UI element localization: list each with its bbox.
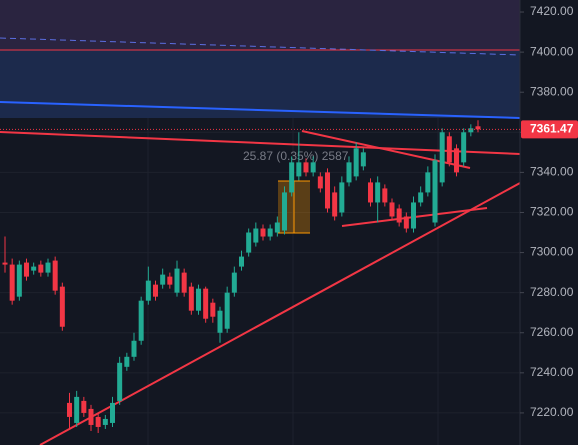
candle-body — [67, 402, 72, 417]
y-tick-label: 7240.00 — [530, 365, 574, 379]
candle-body — [167, 276, 173, 285]
candle-body — [210, 302, 216, 317]
candle-body — [102, 418, 108, 425]
candle-body — [95, 416, 101, 427]
red-trend — [0, 131, 521, 155]
y-tick-label: 7260.00 — [530, 325, 574, 339]
candle-body — [303, 162, 309, 173]
candle-body — [325, 172, 330, 209]
candle-body — [24, 262, 29, 277]
last-price-box — [521, 120, 578, 139]
candle-body — [31, 266, 37, 271]
candle-body — [81, 400, 87, 413]
candle-body — [317, 176, 323, 189]
candle-body — [16, 264, 22, 297]
candle-body — [231, 272, 237, 293]
candle-body — [332, 192, 338, 217]
zone-upper — [0, 0, 520, 50]
measure-label: 25.87 (0.35%) 2587 — [243, 149, 349, 163]
candle-body — [117, 362, 123, 401]
candle-body — [346, 162, 352, 183]
candle-body — [88, 408, 94, 425]
candle-body — [145, 280, 151, 301]
y-tick-label: 7380.00 — [530, 84, 574, 98]
candle-body — [45, 262, 51, 273]
blue-trend — [0, 101, 521, 119]
candle-body — [153, 284, 158, 297]
candle-body — [38, 264, 44, 273]
candle-body — [174, 268, 180, 293]
candle-body — [217, 310, 223, 333]
candle-body — [9, 264, 15, 301]
candle-body — [260, 228, 266, 237]
candle-body — [267, 228, 273, 237]
last-price-label: 7361.47 — [530, 122, 574, 136]
candle-body — [188, 286, 194, 311]
candle-body — [239, 256, 244, 267]
candle-body — [475, 126, 481, 130]
candle-body — [289, 162, 295, 193]
candle-body — [439, 132, 445, 183]
candle-body — [446, 136, 452, 163]
candle-body — [382, 188, 388, 203]
candle-body — [52, 260, 58, 291]
candle-body — [389, 202, 395, 217]
candle-body — [310, 162, 316, 173]
candle-body — [411, 202, 416, 229]
candle-body — [253, 228, 259, 243]
candle-body — [59, 286, 65, 327]
candle-body — [224, 292, 230, 329]
candle-body — [124, 356, 130, 367]
candle-body — [454, 148, 459, 173]
candle-body — [360, 152, 366, 167]
candle-body — [110, 402, 115, 423]
candle-body — [282, 192, 287, 231]
candle-body — [418, 192, 424, 203]
candle-body — [425, 172, 431, 193]
candle-body — [368, 182, 373, 203]
candle-body — [375, 182, 381, 203]
candle-body — [246, 232, 252, 253]
candle-body — [403, 216, 409, 229]
y-tick-label: 7400.00 — [530, 44, 574, 58]
y-tick-label: 7220.00 — [530, 405, 574, 419]
y-tick-label: 7340.00 — [530, 165, 574, 179]
candle-body — [2, 262, 8, 265]
dashed-trend — [0, 37, 521, 56]
candle-body — [468, 128, 474, 133]
y-tick-label: 7300.00 — [530, 245, 574, 259]
zone-lower — [0, 50, 520, 118]
candle-body — [181, 272, 187, 293]
candle-body — [432, 160, 438, 223]
y-tick-label: 7320.00 — [530, 205, 574, 219]
candle-body — [203, 288, 209, 319]
y-tick-label: 7280.00 — [530, 285, 574, 299]
candle-body — [339, 182, 345, 213]
candle-body — [296, 162, 302, 177]
candle-body — [274, 222, 280, 233]
candle-body — [396, 208, 402, 223]
candle-body — [353, 148, 359, 177]
candle-body — [196, 288, 201, 311]
candle-body — [160, 274, 166, 285]
candle-body — [461, 132, 467, 163]
y-tick-label: 7420.00 — [530, 4, 574, 18]
candle-body — [131, 340, 137, 357]
candle-body — [138, 300, 144, 341]
candle-body — [74, 396, 80, 423]
